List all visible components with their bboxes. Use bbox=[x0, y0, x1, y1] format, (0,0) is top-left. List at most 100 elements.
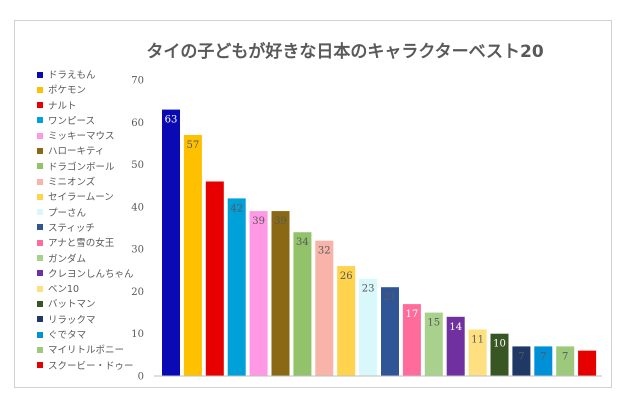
bar bbox=[359, 278, 378, 376]
bar bbox=[578, 350, 597, 376]
legend-item: セイラームーン bbox=[37, 190, 167, 205]
legend-label: スティッチ bbox=[48, 222, 95, 234]
legend-swatch bbox=[37, 316, 43, 323]
legend-swatch bbox=[37, 86, 43, 93]
legend-item: クレヨンしんちゃん bbox=[37, 267, 167, 282]
bar-value-label: 23 bbox=[362, 284, 375, 295]
bar bbox=[534, 346, 553, 376]
y-tick-label: 70 bbox=[131, 76, 144, 87]
legend-swatch bbox=[37, 362, 43, 369]
legend-swatch bbox=[37, 209, 43, 216]
legend-item: ぐでタマ bbox=[37, 328, 167, 343]
legend-swatch bbox=[37, 255, 43, 262]
y-tick-label: 60 bbox=[131, 118, 144, 129]
bar-chart: 0 10 20 30 40 50 60 70 63 57 42 39 39 34 32 26 23 21 17 15 1… bbox=[131, 76, 602, 383]
y-tick-label: 40 bbox=[131, 202, 144, 213]
bar-value-label: 39 bbox=[274, 216, 287, 227]
bar bbox=[315, 240, 334, 376]
bar bbox=[337, 266, 356, 376]
bar bbox=[183, 134, 202, 376]
legend-label: ドラゴンボール bbox=[48, 161, 115, 173]
legend-item: プーさん bbox=[37, 206, 167, 221]
legend-label: ポケモン bbox=[48, 85, 87, 97]
legend-label: ワンピース bbox=[48, 115, 96, 127]
bar bbox=[205, 181, 224, 376]
chart-title: タイの子どもが好きな日本のキャラクターベスト20 bbox=[146, 42, 544, 62]
legend-label: ハローキティ bbox=[48, 146, 105, 158]
bar bbox=[162, 109, 180, 376]
legend-swatch bbox=[37, 285, 43, 292]
bar bbox=[468, 329, 487, 376]
bar bbox=[556, 346, 575, 376]
bar bbox=[271, 211, 290, 376]
legend-swatch bbox=[37, 239, 43, 246]
chart-legend: ドラえもんポケモンナルトワンピースミッキーマウス ハローキティ ドラゴンボール ミニオ… bbox=[37, 68, 167, 374]
legend-label: スクービー・ドゥー bbox=[48, 360, 134, 372]
y-tick-label: 50 bbox=[131, 160, 144, 171]
legend-label: リラックマ bbox=[48, 314, 96, 326]
bar-value-label: 34 bbox=[296, 237, 309, 248]
bar-value-label: 26 bbox=[340, 271, 353, 282]
bar-value-label: 14 bbox=[449, 322, 462, 333]
legend-label: ぐでタマ bbox=[48, 330, 87, 342]
legend-swatch bbox=[37, 178, 43, 185]
bar bbox=[227, 198, 246, 376]
legend-item: ハローキティ bbox=[37, 144, 167, 159]
legend-swatch bbox=[37, 132, 43, 139]
y-tick-label: 20 bbox=[131, 287, 144, 298]
legend-label: ガンダム bbox=[48, 253, 87, 265]
legend-item: スクービー・ドゥー bbox=[37, 359, 167, 374]
bar-value-label: 39 bbox=[252, 216, 265, 227]
bar-value-label: 7 bbox=[562, 351, 568, 362]
legend-swatch bbox=[37, 163, 43, 170]
legend-swatch bbox=[37, 331, 43, 338]
legend-label: セイラームーン bbox=[48, 192, 114, 204]
legend-item: ミッキーマウス bbox=[37, 129, 167, 144]
legend-item: ポケモン bbox=[37, 83, 167, 98]
legend-swatch bbox=[37, 346, 43, 353]
bar-value-label: 10 bbox=[493, 339, 506, 350]
legend-label: アナと雪の女王 bbox=[48, 238, 115, 250]
bar-value-label: 42 bbox=[230, 203, 243, 214]
legend-label: クレヨンしんちゃん bbox=[48, 268, 134, 280]
bar bbox=[424, 312, 443, 376]
legend-label: ドラえもん bbox=[48, 70, 96, 81]
bar-value-label: 63 bbox=[165, 115, 178, 126]
legend-item: ドラえもん bbox=[37, 68, 167, 83]
bar bbox=[249, 211, 268, 376]
bar-value-label: 21 bbox=[384, 292, 397, 303]
legend-label: プーさん bbox=[48, 207, 87, 219]
y-tick-label: 10 bbox=[131, 329, 144, 340]
bar bbox=[512, 346, 531, 376]
legend-label: バットマン bbox=[48, 299, 96, 311]
legend-label: ナルト bbox=[48, 100, 77, 112]
legend-item: ベン10 bbox=[37, 282, 167, 297]
legend-swatch bbox=[37, 224, 43, 231]
legend-swatch bbox=[37, 193, 43, 200]
bar-value-label: 15 bbox=[427, 318, 440, 329]
legend-item: ミニオンズ bbox=[37, 175, 167, 190]
bar-value-label: 17 bbox=[406, 309, 419, 320]
legend-item: ガンダム bbox=[37, 252, 167, 267]
bar-value-label: 57 bbox=[187, 140, 200, 151]
legend-item: スティッチ bbox=[37, 221, 167, 236]
legend-item: マイリトルポニー bbox=[37, 343, 167, 358]
bar bbox=[381, 287, 399, 376]
legend-swatch bbox=[37, 71, 43, 78]
legend-label: ミッキーマウス bbox=[48, 131, 115, 143]
legend-swatch bbox=[37, 300, 43, 307]
legend-item: リラックマ bbox=[37, 313, 167, 328]
bar bbox=[293, 232, 312, 376]
bar bbox=[446, 316, 465, 376]
legend-item: アナと雪の女王 bbox=[37, 236, 167, 251]
legend-swatch bbox=[37, 147, 43, 154]
legend-label: ミニオンズ bbox=[48, 177, 96, 189]
legend-item: ナルト bbox=[37, 99, 167, 114]
y-tick-label: 0 bbox=[138, 372, 144, 383]
bar-value-label: 7 bbox=[540, 351, 546, 362]
legend-item: ワンピース bbox=[37, 114, 167, 129]
bar-value-label: 32 bbox=[318, 246, 331, 257]
legend-item: バットマン bbox=[37, 297, 167, 312]
legend-swatch bbox=[37, 102, 43, 109]
legend-swatch bbox=[37, 270, 43, 277]
